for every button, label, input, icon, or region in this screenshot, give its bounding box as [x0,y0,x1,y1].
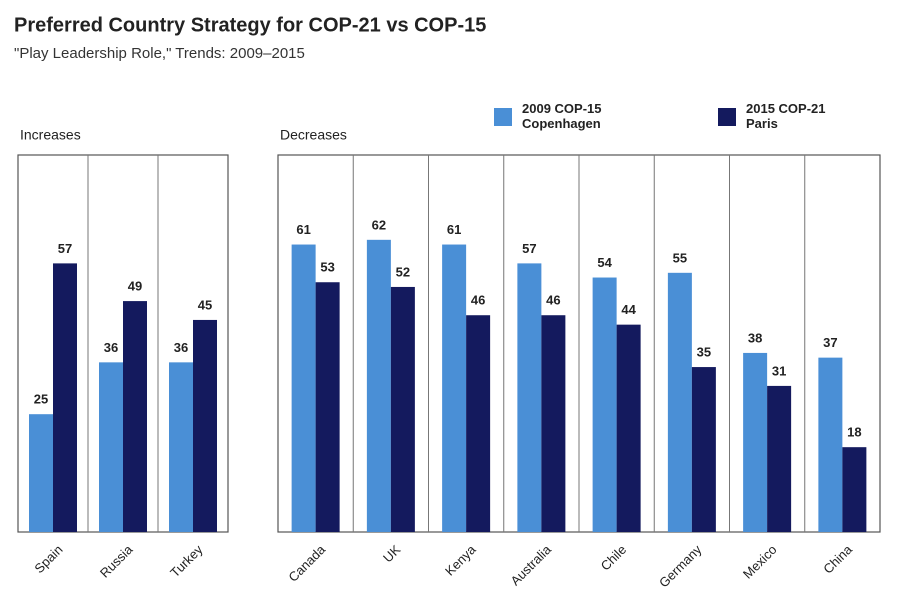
panel-title: Increases [20,127,81,143]
chart-title: Preferred Country Strategy for COP-21 vs… [14,14,486,36]
value-label: 36 [104,340,118,355]
panel-title: Decreases [280,127,347,143]
x-tick-label: Chile [598,542,630,574]
value-label: 44 [621,302,636,317]
x-tick-label: Turkey [167,542,206,581]
x-tick-label: Australia [508,541,555,588]
bar [442,244,467,532]
bar [29,414,53,532]
value-label: 55 [673,250,687,265]
legend-swatch [718,108,736,126]
legend-label: 2015 COP-21 Paris [746,101,826,131]
legend-swatch [494,108,512,126]
value-label: 57 [522,241,536,256]
bar [767,385,792,532]
bar [818,357,843,532]
x-tick-label: Kenya [442,541,479,578]
bar [366,239,391,532]
legend-label: 2009 COP-15 Copenhagen [522,101,602,131]
bar [466,315,491,532]
value-label: 57 [58,241,72,256]
bar [743,352,768,532]
value-label: 36 [174,340,188,355]
bar [541,315,566,532]
value-label: 38 [748,330,762,345]
x-tick-label: Germany [656,542,705,591]
x-tick-label: Russia [97,541,136,580]
value-label: 46 [546,293,560,308]
value-label: 49 [128,279,142,294]
bar [123,301,147,532]
bar [691,367,716,532]
bar [517,263,542,532]
bar [291,244,316,532]
chart-subtitle: "Play Leadership Role," Trends: 2009–201… [14,45,305,62]
value-label: 35 [697,345,711,360]
value-label: 45 [198,297,212,312]
value-label: 61 [296,222,310,237]
bar [99,362,123,532]
bar [592,277,617,532]
value-label: 25 [34,392,48,407]
value-label: 46 [471,293,485,308]
bar [315,282,340,532]
x-tick-label: China [820,541,855,576]
bar [169,362,193,532]
value-label: 53 [320,260,334,275]
value-label: 37 [823,335,837,350]
value-label: 54 [597,255,612,270]
value-label: 62 [372,217,386,232]
bar [667,272,692,532]
value-label: 61 [447,222,461,237]
x-tick-label: UK [380,542,404,566]
x-tick-label: Mexico [740,542,780,582]
bar [616,324,641,532]
value-label: 31 [772,363,786,378]
bar [390,286,415,532]
bar [53,263,77,532]
value-label: 18 [847,425,861,440]
value-label: 52 [396,264,410,279]
bar [193,319,217,532]
x-tick-label: Canada [285,541,328,584]
bar [842,447,867,532]
x-tick-label: Spain [31,542,65,576]
